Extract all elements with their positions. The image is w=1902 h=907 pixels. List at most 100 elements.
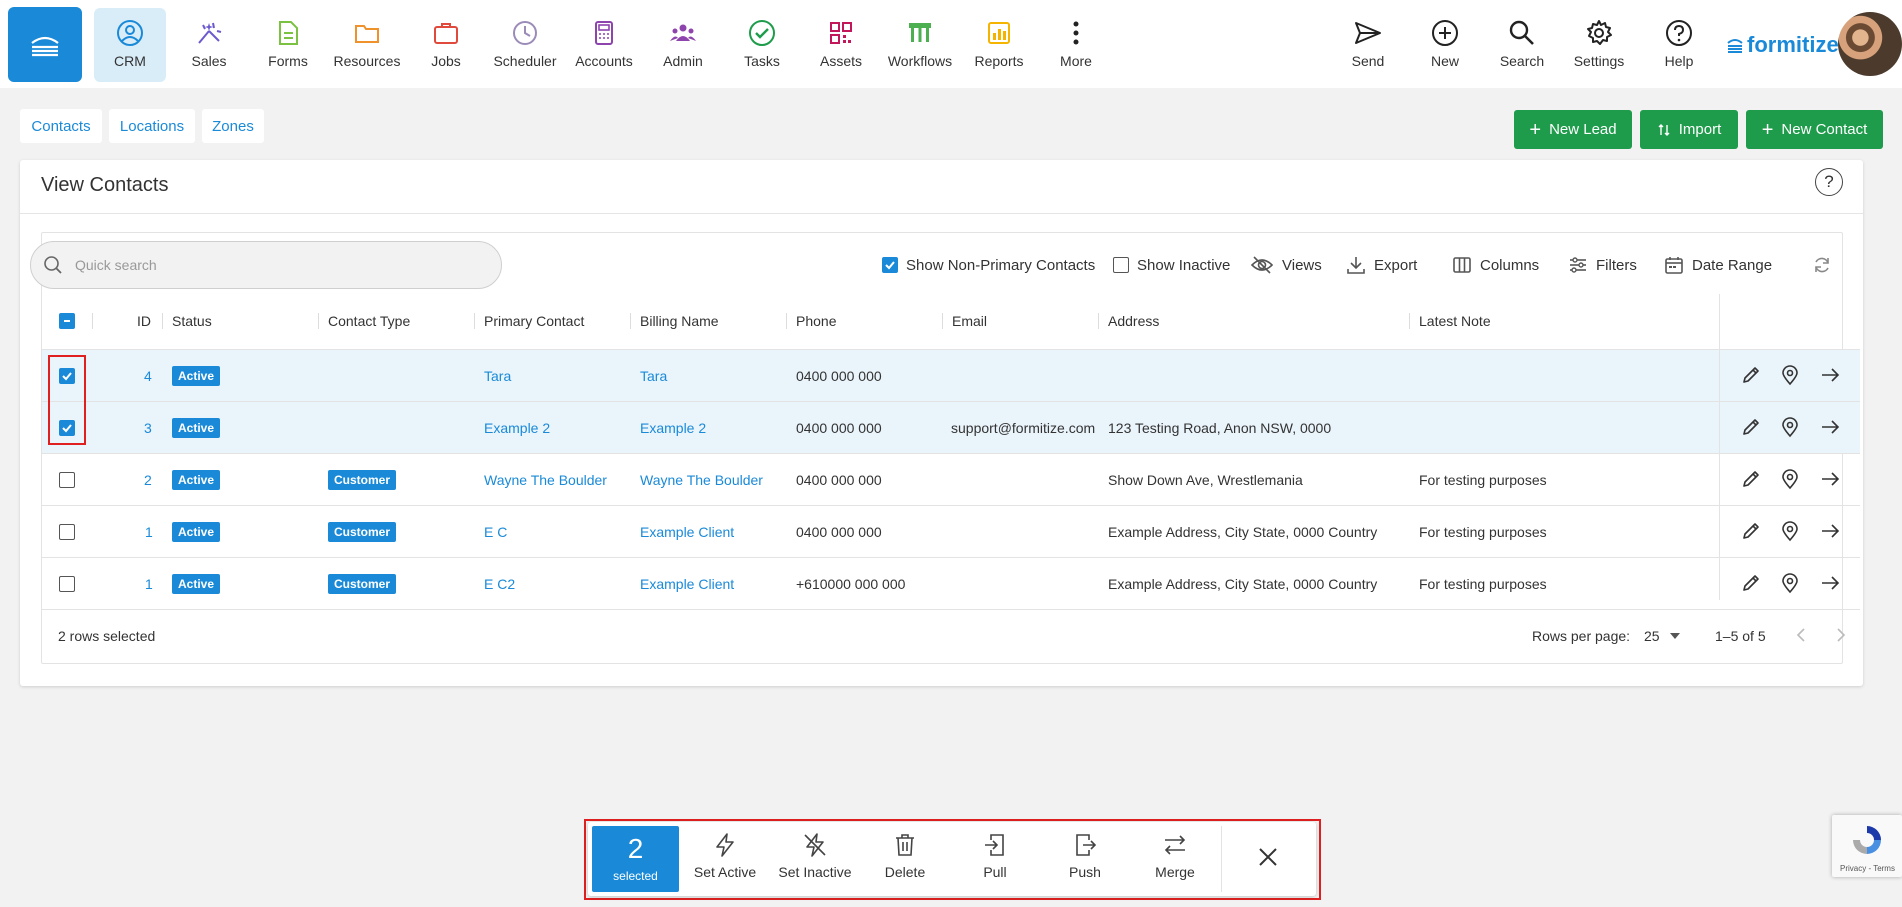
rows-per-page-select[interactable]: 25 xyxy=(1644,628,1680,644)
checkbox-unchecked[interactable] xyxy=(1113,257,1129,273)
cell-id[interactable]: 3 xyxy=(144,419,152,436)
cell-id[interactable]: 4 xyxy=(144,367,152,384)
arrow-right-row-button[interactable] xyxy=(1818,363,1842,387)
nav-settings[interactable]: Settings xyxy=(1563,8,1635,82)
cell-billing-name[interactable]: Example Client xyxy=(640,523,735,540)
filters-button[interactable]: Filters xyxy=(1568,253,1637,277)
header-email[interactable]: Email xyxy=(952,313,988,329)
cell-id[interactable]: 1 xyxy=(145,575,153,592)
export-button[interactable]: Export xyxy=(1346,253,1417,277)
row-checkbox[interactable] xyxy=(59,419,75,436)
nav-forms[interactable]: Forms xyxy=(252,8,324,82)
nav-resources[interactable]: Resources xyxy=(331,8,403,82)
nav-assets[interactable]: Assets xyxy=(805,8,877,82)
cell-primary-contact[interactable]: E C2 xyxy=(484,575,516,592)
nav-admin[interactable]: Admin xyxy=(647,8,719,82)
views-button[interactable]: Views xyxy=(1250,253,1322,277)
arrow-right-row-button[interactable] xyxy=(1818,467,1842,491)
show-non-primary-toggle[interactable]: Show Non-Primary Contacts xyxy=(882,253,1095,277)
tab-zones[interactable]: Zones xyxy=(202,109,264,143)
edit-row-button[interactable] xyxy=(1739,363,1763,387)
cell-billing-name[interactable]: Wayne The Boulder xyxy=(640,471,763,488)
cell-billing-name[interactable]: Example 2 xyxy=(640,419,707,436)
row-checkbox[interactable] xyxy=(59,471,75,488)
cell-id[interactable]: 1 xyxy=(145,523,153,540)
nav-send[interactable]: Send xyxy=(1332,8,1404,82)
home-button[interactable] xyxy=(8,7,82,82)
edit-row-button[interactable] xyxy=(1739,467,1763,491)
header-billing-name[interactable]: Billing Name xyxy=(640,313,719,329)
columns-label: Columns xyxy=(1480,256,1540,274)
header-status[interactable]: Status xyxy=(172,313,212,329)
location-pin-row-button[interactable] xyxy=(1778,415,1802,439)
merge-button[interactable]: Merge xyxy=(1133,832,1217,888)
delete-button[interactable]: Delete xyxy=(863,832,947,888)
nav-reports[interactable]: Reports xyxy=(963,8,1035,82)
new-contact-button[interactable]: + New Contact xyxy=(1746,110,1883,149)
set-active-button[interactable]: Set Active xyxy=(683,832,767,888)
prev-page-button[interactable] xyxy=(1796,628,1806,645)
cell-billing-name[interactable]: Tara xyxy=(640,367,668,384)
nav-jobs[interactable]: Jobs xyxy=(410,8,482,82)
header-phone[interactable]: Phone xyxy=(796,313,837,329)
cell-billing-name[interactable]: Example Client xyxy=(640,575,735,592)
new-lead-button[interactable]: + New Lead xyxy=(1514,110,1632,149)
edit-row-button[interactable] xyxy=(1739,571,1763,595)
arrow-right-row-button[interactable] xyxy=(1818,415,1842,439)
arrow-right-row-button[interactable] xyxy=(1818,571,1842,595)
nav-crm[interactable]: CRM xyxy=(94,8,166,82)
nav-more[interactable]: More xyxy=(1040,8,1112,82)
table-row[interactable]: 1 Active Customer E C Example Client 040… xyxy=(42,506,1860,557)
nav-new[interactable]: New xyxy=(1409,8,1481,82)
edit-row-button[interactable] xyxy=(1739,415,1763,439)
pull-button[interactable]: Pull xyxy=(953,832,1037,888)
cell-id[interactable]: 2 xyxy=(144,471,152,488)
tab-locations[interactable]: Locations xyxy=(109,109,195,143)
cell-primary-contact[interactable]: Tara xyxy=(484,367,512,384)
next-page-button[interactable] xyxy=(1836,628,1846,645)
table-row[interactable]: 2 Active Customer Wayne The Boulder Wayn… xyxy=(42,454,1860,505)
columns-button[interactable]: Columns xyxy=(1452,253,1539,277)
edit-row-button[interactable] xyxy=(1739,519,1763,543)
row-checkbox[interactable] xyxy=(59,523,75,540)
search-input[interactable] xyxy=(75,257,475,273)
nav-workflows[interactable]: Workflows xyxy=(884,8,956,82)
import-button[interactable]: Import xyxy=(1640,110,1738,149)
recaptcha-badge[interactable]: Privacy - Terms xyxy=(1832,815,1902,877)
location-pin-row-button[interactable] xyxy=(1778,519,1802,543)
nav-search[interactable]: Search xyxy=(1486,8,1558,82)
row-checkbox[interactable] xyxy=(59,575,75,592)
header-id[interactable]: ID xyxy=(137,313,151,329)
tab-contacts[interactable]: Contacts xyxy=(20,109,102,143)
select-all-checkbox[interactable] xyxy=(59,313,75,329)
refresh-button[interactable] xyxy=(1812,253,1832,277)
nav-help[interactable]: Help xyxy=(1643,8,1715,82)
nav-sales[interactable]: Sales xyxy=(173,8,245,82)
checkbox-checked[interactable] xyxy=(882,257,898,273)
close-bulk-button[interactable] xyxy=(1226,844,1310,874)
location-pin-row-button[interactable] xyxy=(1778,363,1802,387)
location-pin-row-button[interactable] xyxy=(1778,571,1802,595)
help-button[interactable]: ? xyxy=(1815,168,1843,196)
show-inactive-toggle[interactable]: Show Inactive xyxy=(1113,253,1230,277)
header-latest-note[interactable]: Latest Note xyxy=(1419,313,1491,329)
set-inactive-button[interactable]: Set Inactive xyxy=(773,832,857,888)
date-range-button[interactable]: Date Range xyxy=(1664,253,1772,277)
table-row[interactable]: 1 Active Customer E C2 Example Client +6… xyxy=(42,558,1860,609)
header-contact-type[interactable]: Contact Type xyxy=(328,313,411,329)
location-pin-row-button[interactable] xyxy=(1778,467,1802,491)
header-primary-contact[interactable]: Primary Contact xyxy=(484,313,585,329)
row-checkbox[interactable] xyxy=(59,367,75,384)
nav-tasks[interactable]: Tasks xyxy=(726,8,798,82)
cell-primary-contact[interactable]: E C xyxy=(484,523,508,540)
avatar[interactable] xyxy=(1838,12,1902,76)
nav-accounts[interactable]: Accounts xyxy=(568,8,640,82)
nav-scheduler[interactable]: Scheduler xyxy=(489,8,561,82)
table-row[interactable]: 4 Active Tara Tara 0400 000 000 xyxy=(42,350,1860,401)
cell-primary-contact[interactable]: Example 2 xyxy=(484,419,551,436)
push-button[interactable]: Push xyxy=(1043,832,1127,888)
arrow-right-row-button[interactable] xyxy=(1818,519,1842,543)
table-row[interactable]: 3 Active Example 2 Example 2 0400 000 00… xyxy=(42,402,1860,453)
header-address[interactable]: Address xyxy=(1108,313,1160,329)
cell-primary-contact[interactable]: Wayne The Boulder xyxy=(484,471,607,488)
